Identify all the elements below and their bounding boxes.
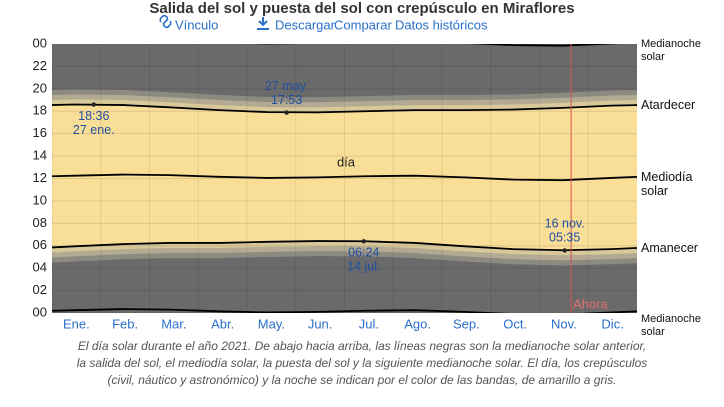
y-tick-label: 00: [33, 304, 47, 319]
series-line: [52, 240, 637, 252]
y-tick-label: 04: [33, 260, 47, 275]
chart-title: Salida del sol y puesta del sol con crep…: [149, 0, 574, 17]
caption-line: la salida del sol, el mediodía solar, la…: [76, 356, 648, 370]
now-label: Ahora: [573, 296, 608, 311]
x-tick-label: May.: [258, 316, 285, 331]
annotation-label: 27 may.: [265, 79, 309, 93]
x-tick-label: Mar.: [161, 316, 186, 331]
x-tick-label: Jun.: [308, 316, 333, 331]
series-label: Medianoche solar: [641, 313, 701, 339]
caption-line: (civil, náutico y astronómico) y la noch…: [107, 373, 617, 387]
x-tick-label: Nov.: [551, 316, 577, 331]
link[interactable]: Comparar: [334, 17, 392, 32]
series-label: Atardecer: [641, 98, 696, 113]
link-icons: [159, 14, 269, 30]
series-line: [252, 44, 620, 47]
annotation-label: 17:53: [271, 93, 302, 107]
series-label: Amanecer: [641, 240, 698, 255]
x-tick-label: Feb.: [112, 316, 138, 331]
series-line: [52, 103, 637, 114]
y-tick-label: 20: [33, 80, 47, 95]
y-tick-label: 22: [33, 58, 47, 73]
annotation-label: 14 jul.: [347, 260, 380, 274]
y-tick-label: 00: [33, 35, 47, 50]
plot-area: [52, 44, 637, 313]
link[interactable]: Vínculo: [175, 17, 218, 32]
y-tick-label: 18: [33, 103, 47, 118]
y-tick-label: 02: [33, 282, 47, 297]
annotation-label: 16 nov.: [545, 217, 585, 231]
y-tick-label: 08: [33, 215, 47, 230]
x-tick-label: Oct.: [503, 316, 527, 331]
series-line: [52, 173, 637, 182]
caption: El día solar durante el año 2021. De aba…: [0, 338, 724, 389]
x-tick-label: Sep.: [453, 316, 480, 331]
x-tick-label: Jul.: [359, 316, 379, 331]
y-tick-label: 16: [33, 125, 47, 140]
annotation-point: [562, 248, 567, 253]
link-icon: [159, 14, 172, 29]
y-tick-label: 14: [33, 148, 47, 163]
y-tick-label: 10: [33, 192, 47, 207]
annotation-label: 18:36: [78, 109, 109, 123]
x-tick-label: Ago.: [404, 316, 431, 331]
caption-line: El día solar durante el año 2021. De aba…: [77, 339, 647, 353]
x-tick-label: Ene.: [63, 316, 90, 331]
y-tick-label: 06: [33, 237, 47, 252]
y-tick-label: 12: [33, 170, 47, 185]
annotation-label: 05:35: [549, 231, 580, 245]
series-line: [52, 308, 637, 313]
link[interactable]: Descargar: [275, 17, 336, 32]
series-label: Mediodía solar: [641, 169, 693, 198]
annotation-point: [361, 239, 366, 244]
x-tick-label: Dic.: [601, 316, 623, 331]
series-label: Medianoche solar: [641, 38, 701, 63]
link[interactable]: Datos históricos: [395, 17, 488, 32]
annotation-point: [91, 102, 96, 107]
annotation-point: [284, 110, 289, 115]
download-icon: [257, 17, 269, 30]
day-label: día: [337, 154, 356, 169]
annotation-label: 27 ene.: [73, 123, 115, 137]
x-tick-label: Abr.: [211, 316, 234, 331]
annotation-label: 06:24: [348, 246, 379, 260]
